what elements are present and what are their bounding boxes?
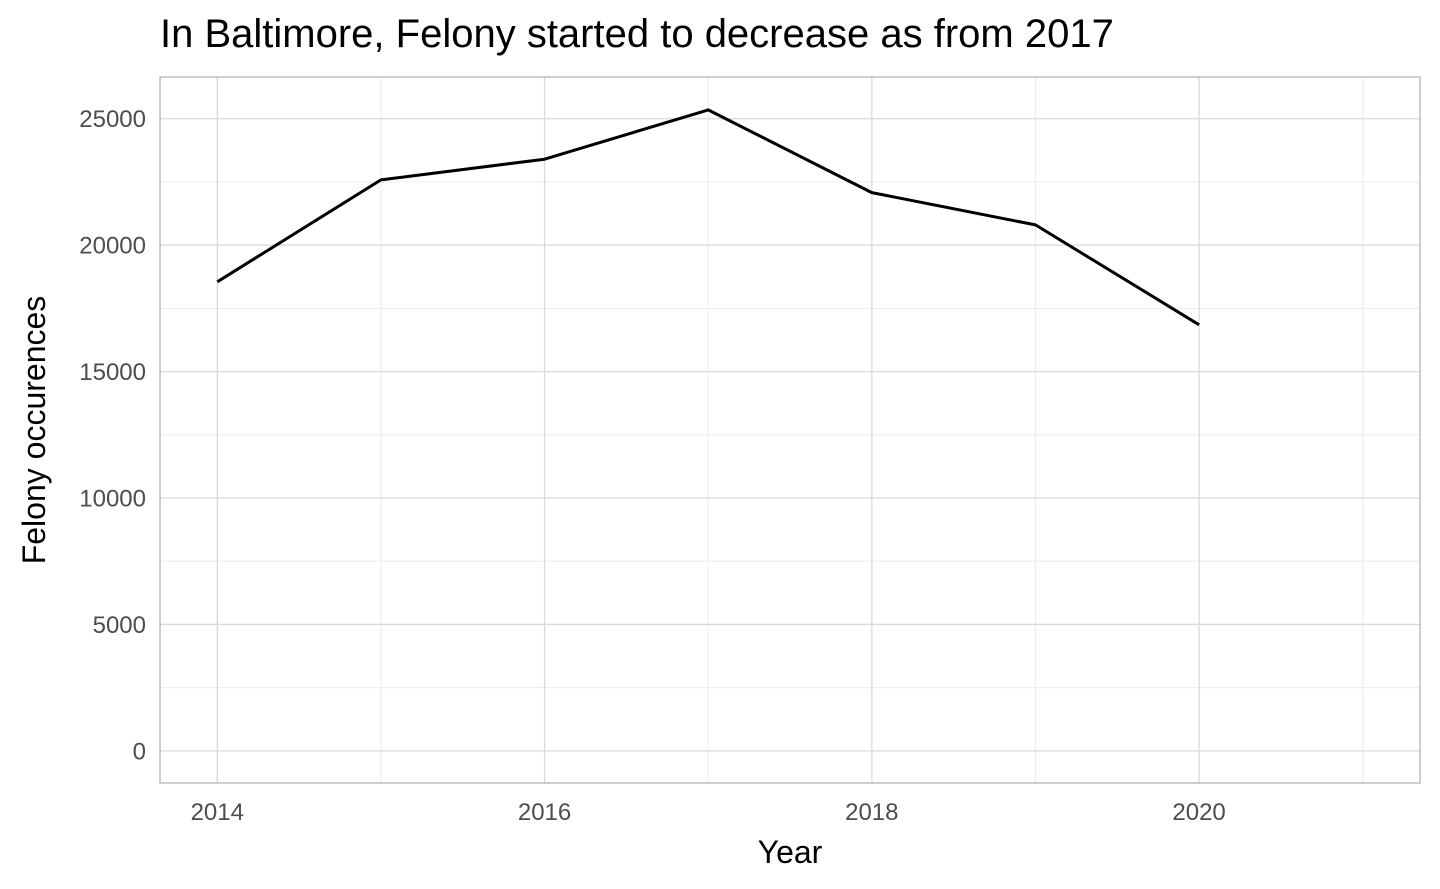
y-tick-labels: 0 5000 10000 15000 20000 25000 bbox=[79, 106, 146, 765]
x-tick-label: 2020 bbox=[1172, 799, 1225, 826]
minor-gridlines bbox=[160, 77, 1420, 783]
y-tick-label: 20000 bbox=[79, 233, 146, 260]
x-tick-label: 2018 bbox=[845, 799, 898, 826]
y-tick-label: 25000 bbox=[79, 106, 146, 133]
y-tick-label: 15000 bbox=[79, 359, 146, 386]
major-gridlines bbox=[160, 77, 1420, 783]
y-tick-label: 5000 bbox=[93, 612, 146, 639]
x-tick-label: 2014 bbox=[191, 799, 244, 826]
x-axis-title: Year bbox=[758, 834, 823, 870]
series-layer bbox=[216, 108, 1200, 327]
chart-title: In Baltimore, Felony started to decrease… bbox=[160, 12, 1114, 56]
panel-border bbox=[159, 76, 1421, 784]
x-tick-label: 2016 bbox=[518, 799, 571, 826]
y-tick-label: 0 bbox=[133, 738, 146, 765]
y-axis-title: Felony occurences bbox=[16, 296, 52, 565]
series-line bbox=[216, 108, 1200, 327]
y-tick-label: 10000 bbox=[79, 486, 146, 513]
x-tick-labels: 2014 2016 2018 2020 bbox=[191, 799, 1226, 826]
